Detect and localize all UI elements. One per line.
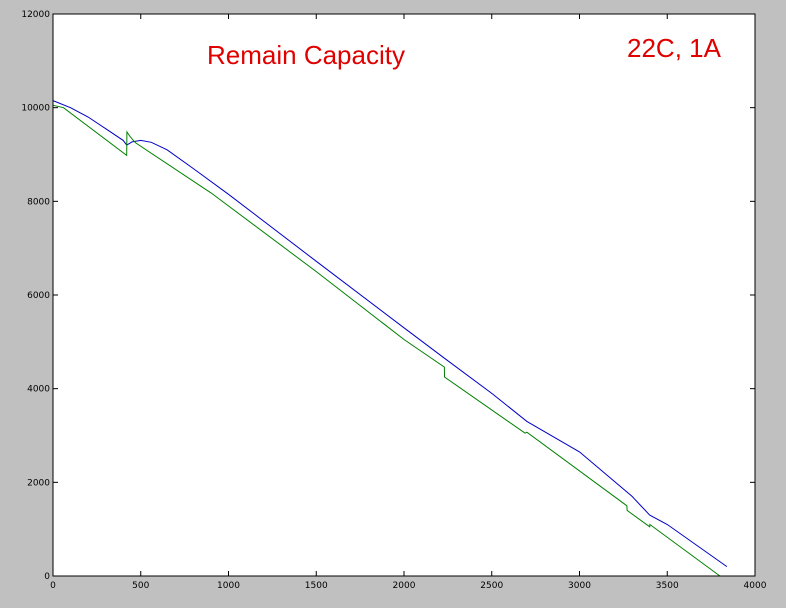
chart-title: Remain Capacity [207,40,405,70]
x-tick-label: 1000 [217,581,240,591]
x-tick-label: 3500 [656,581,679,591]
chart-annotation: 22C, 1A [627,33,722,63]
series-line-2 [52,104,721,577]
y-tick-label: 4000 [27,385,50,395]
ticks-layer: 0 500 1000 1500 2000 2500 3000 3500 4000 0 2000 400… [21,10,766,591]
x-tick-label: 2500 [480,581,503,591]
x-tick-label: 1500 [305,581,328,591]
y-tick-label: 10000 [21,104,50,114]
series-line-1 [52,100,728,568]
x-tick-label: 500 [132,581,149,591]
x-tick-label: 2000 [393,581,416,591]
series-layer [52,100,728,577]
y-tick-label: 8000 [27,197,50,207]
x-tick-label: 3000 [568,581,591,591]
y-tick-label: 0 [44,572,50,582]
x-tick-label: 0 [50,581,56,591]
y-tick-label: 12000 [21,10,50,20]
x-tick-label: 4000 [744,581,767,591]
y-tick-label: 2000 [27,478,50,488]
y-tick-label: 6000 [27,291,50,301]
plot-area [53,14,755,576]
